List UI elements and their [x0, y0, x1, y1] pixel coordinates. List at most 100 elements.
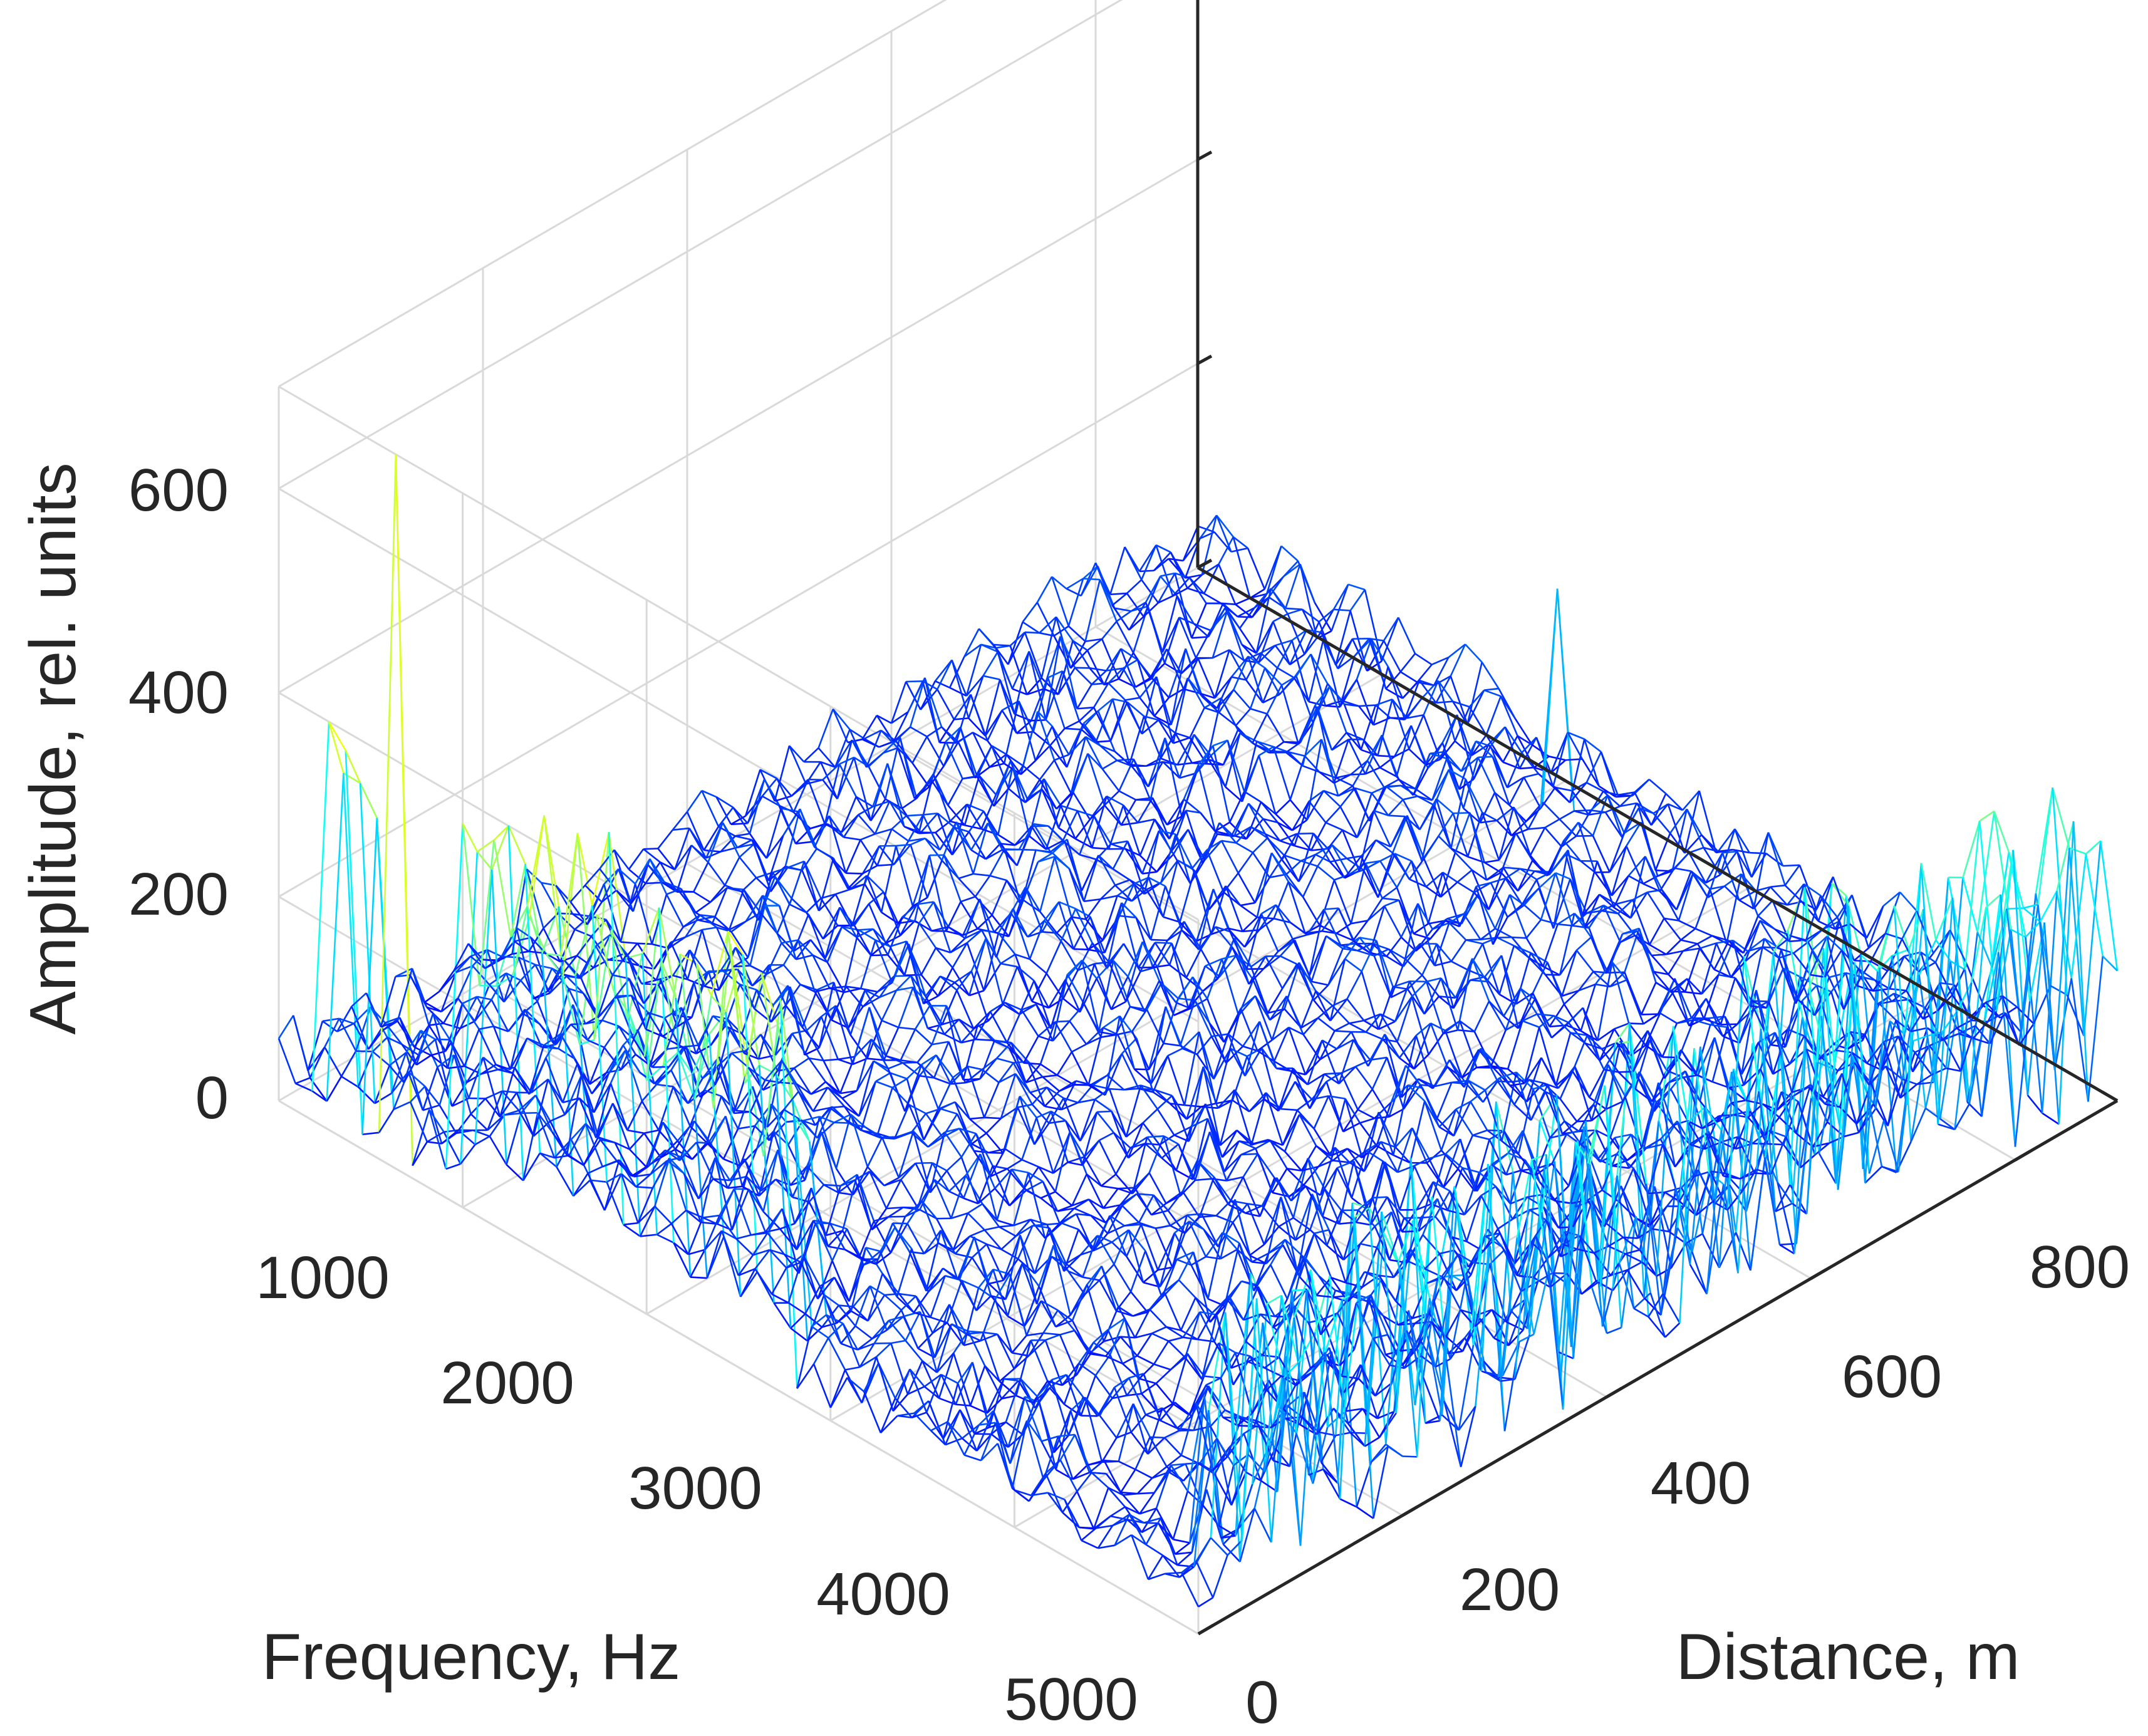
mesh-segment: [982, 811, 999, 836]
mesh-segment: [584, 885, 603, 903]
mesh-segment: [648, 1149, 666, 1167]
mesh-segment: [967, 1065, 983, 1071]
mesh-segment: [940, 1108, 958, 1115]
mesh-segment: [1000, 954, 1016, 965]
mesh-segment: [867, 1294, 886, 1322]
mesh-segment: [825, 1185, 841, 1236]
mesh-segment: [1203, 593, 1222, 605]
mesh-segment: [771, 1293, 789, 1304]
mesh-segment: [1282, 560, 1299, 578]
mesh-segment: [676, 845, 693, 893]
mesh-segment: [883, 747, 898, 754]
mesh-segment: [1049, 745, 1068, 768]
mesh-segment: [891, 711, 909, 724]
mesh-segment: [693, 970, 709, 984]
mesh-segment: [891, 1339, 906, 1344]
mesh-segment: [935, 947, 953, 969]
mesh-segment: [1399, 653, 1416, 673]
mesh-segment: [1021, 1159, 1039, 1168]
mesh-segment: [958, 873, 973, 880]
mesh-segment: [742, 954, 759, 1272]
mesh-segment: [992, 1165, 1010, 1206]
mesh-segment: [1235, 842, 1253, 854]
mesh-segment: [597, 1103, 614, 1138]
mesh-segment: [812, 1337, 829, 1364]
mesh-segment: [886, 763, 903, 809]
mesh-segment: [980, 1443, 999, 1462]
mesh-segment: [1023, 1166, 1040, 1189]
mesh-segment: [707, 822, 724, 863]
mesh-segment: [1001, 710, 1018, 734]
mesh-segment: [844, 987, 861, 994]
mesh-segment: [639, 965, 655, 970]
mesh-segment: [534, 964, 551, 994]
mesh-segment: [977, 1165, 994, 1204]
mesh-segment: [772, 985, 789, 1006]
mesh-segment: [507, 1012, 524, 1032]
mesh-segment: [858, 1061, 874, 1116]
mesh-segment: [628, 1132, 645, 1150]
mesh-segment: [479, 984, 497, 987]
mesh-segment: [873, 1060, 889, 1069]
mesh-segment: [722, 1128, 739, 1160]
mesh-segment: [825, 1314, 842, 1344]
mesh-segment: [1049, 1374, 1067, 1389]
mesh-segment: [487, 1114, 505, 1131]
mesh-segment: [818, 1005, 837, 1049]
mesh-segment: [572, 1004, 589, 1041]
mesh-segment: [908, 943, 925, 1004]
mesh-segment: [802, 1254, 821, 1287]
mesh-segment: [1302, 1017, 1319, 1036]
mesh-segment: [1161, 595, 1178, 653]
mesh-segment: [952, 1066, 968, 1079]
mesh-segment: [432, 1012, 451, 1041]
mesh-segment: [906, 680, 923, 683]
mesh-segment: [626, 954, 643, 1020]
mesh-segment: [1391, 815, 1408, 853]
mesh-segment: [1063, 1363, 1080, 1405]
mesh-segment: [603, 1160, 620, 1211]
mesh-segment: [1237, 872, 1256, 903]
mesh-segment: [1040, 1300, 1059, 1311]
mesh-segment: [468, 1057, 484, 1099]
mesh-segment: [965, 1333, 982, 1342]
mesh-segment: [994, 1039, 1012, 1044]
mesh-segment: [706, 1230, 723, 1279]
mesh-segment: [863, 1391, 882, 1433]
mesh-segment: [864, 1126, 881, 1138]
mesh-segment: [754, 1249, 770, 1270]
mesh-segment: [1325, 806, 1341, 823]
mesh-segment: [911, 1248, 927, 1292]
mesh-segment: [822, 907, 841, 940]
mesh-segment: [774, 795, 792, 802]
mesh-segment: [693, 861, 709, 893]
mesh-segment: [336, 1022, 355, 1032]
mesh-segment: [1013, 1219, 1031, 1227]
surface-mesh: [278, 454, 2119, 1608]
mesh-segment: [639, 1205, 656, 1237]
mesh-segment: [1223, 872, 1239, 893]
mesh-segment: [693, 995, 712, 1100]
mesh-segment: [507, 825, 526, 865]
mesh-segment: [695, 1141, 714, 1180]
mesh-segment: [1025, 1300, 1042, 1336]
mesh-segment: [856, 937, 872, 956]
mesh-segment: [931, 1005, 948, 1045]
mesh-segment: [1015, 1073, 1031, 1093]
mesh-segment: [528, 1045, 545, 1095]
mesh-segment: [873, 1220, 891, 1254]
mesh-segment: [1029, 835, 1047, 850]
mesh-segment: [356, 1050, 373, 1053]
mesh-segment: [996, 1334, 1015, 1370]
mesh-segment: [787, 985, 804, 1028]
mesh-segment: [1181, 1572, 1200, 1608]
mesh-segment: [899, 737, 916, 799]
mesh-segment: [1027, 1172, 1044, 1183]
mesh-segment: [459, 851, 479, 1164]
mesh-segment: [997, 1219, 1014, 1227]
mesh-segment: [965, 1069, 983, 1084]
mesh-segment: [702, 1217, 718, 1225]
mesh-segment: [972, 732, 990, 768]
mesh-segment: [1221, 959, 1240, 1016]
mesh-segment: [807, 779, 826, 824]
